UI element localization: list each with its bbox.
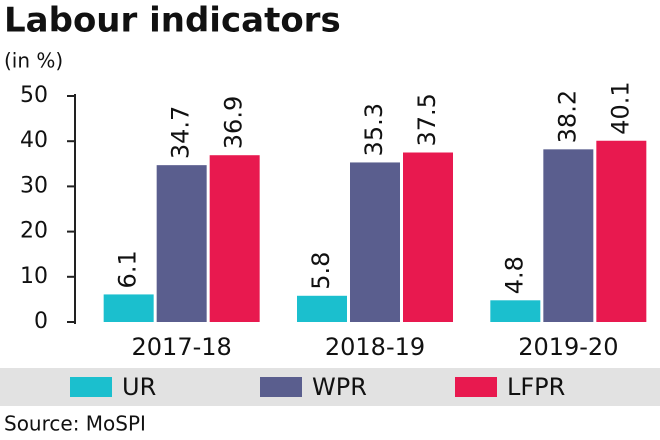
legend-swatch: [455, 377, 497, 397]
legend-swatch: [70, 377, 112, 397]
bar: [209, 155, 260, 322]
x-tick-label: 2018-19: [325, 333, 425, 361]
source: Source: MoSPI: [4, 412, 146, 436]
value-label: 5.8: [307, 252, 335, 290]
bar: [350, 162, 400, 322]
value-label: 36.9: [220, 96, 248, 149]
value-label: 35.3: [360, 103, 388, 156]
y-tick-label: 20: [20, 219, 48, 244]
chart-title: Labour indicators: [4, 1, 341, 41]
y-tick-label: 40: [20, 128, 48, 153]
y-tick-label: 30: [20, 173, 48, 198]
legend-label: WPR: [312, 373, 367, 401]
value-label: 37.5: [413, 93, 441, 146]
legend-swatch: [260, 377, 302, 397]
y-tick-label: 50: [20, 83, 48, 108]
value-label: 4.8: [500, 256, 528, 294]
bar: [490, 300, 541, 322]
y-tick-label: 10: [20, 264, 48, 289]
value-label: 6.1: [114, 250, 142, 288]
value-label: 38.2: [553, 90, 581, 143]
bar: [403, 152, 453, 322]
y-tick-label: 0: [34, 309, 48, 334]
bar: [103, 294, 154, 322]
bar: [543, 149, 594, 322]
bar: [297, 295, 347, 322]
x-tick-label: 2017-18: [132, 333, 232, 361]
legend-label: UR: [122, 373, 156, 401]
chart-subtitle: (in %): [4, 49, 63, 73]
bar: [156, 165, 207, 322]
x-tick-label: 2019-20: [518, 333, 618, 361]
value-label: 34.7: [167, 106, 195, 159]
value-label: 40.1: [606, 81, 634, 134]
legend-label: LFPR: [507, 373, 565, 401]
bar: [596, 140, 647, 322]
